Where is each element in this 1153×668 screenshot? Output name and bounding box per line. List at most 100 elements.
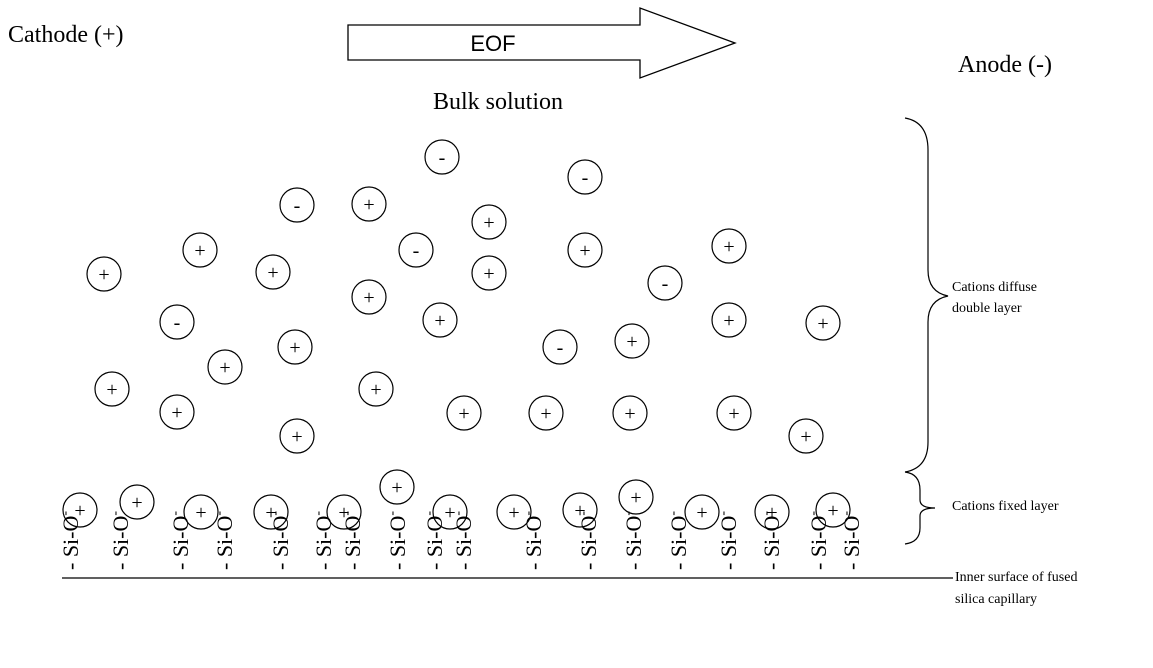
ion-charge: + — [508, 502, 519, 524]
silanol-charge: - — [621, 511, 636, 516]
silanol: - Si-O- — [666, 511, 691, 570]
ion-charge: + — [98, 264, 109, 286]
ion-charge: + — [800, 426, 811, 448]
ion-charge: + — [723, 310, 734, 332]
silanol-text: - Si-O — [621, 516, 646, 570]
silanol-text: - Si-O — [839, 516, 864, 570]
ion-charge: + — [579, 240, 590, 262]
silanol-charge: - — [422, 511, 437, 516]
ion-charge: + — [267, 262, 278, 284]
silanol-charge: - — [340, 511, 355, 516]
silanol-text: - Si-O — [212, 516, 237, 570]
silanol: - Si-O- — [268, 511, 293, 570]
ion-charge: + — [131, 492, 142, 514]
silanol: - Si-O- — [839, 511, 864, 570]
ion-charge: - — [662, 273, 669, 295]
ion-charge: + — [391, 477, 402, 499]
silanol-charge: - — [108, 511, 123, 516]
ion-charge: + — [483, 212, 494, 234]
ion-charge: + — [363, 287, 374, 309]
silanol-charge: - — [58, 511, 73, 516]
silanol-text: - Si-O — [716, 516, 741, 570]
ion-charge: + — [458, 403, 469, 425]
silanol-charge: - — [806, 511, 821, 516]
silanol-text: - Si-O — [311, 516, 336, 570]
silanol-charge: - — [168, 511, 183, 516]
silanol-text: - Si-O — [451, 516, 476, 570]
silanol: - Si-O- — [168, 511, 193, 570]
eof-label: EOF — [470, 31, 515, 56]
silanol-charge: - — [716, 511, 731, 516]
silanol-charge: - — [521, 511, 536, 516]
silanol-charge: - — [385, 511, 400, 516]
silanol-text: - Si-O — [759, 516, 784, 570]
silanol: - Si-O- — [108, 511, 133, 570]
ion-charge: + — [370, 379, 381, 401]
silanol: - Si-O- — [716, 511, 741, 570]
silanol: - Si-O- — [311, 511, 336, 570]
silanol-text: - Si-O — [108, 516, 133, 570]
silanol-charge: - — [212, 511, 227, 516]
ion-charge: - — [413, 240, 420, 262]
silanol-text: - Si-O — [806, 516, 831, 570]
ion-charge: + — [219, 357, 230, 379]
ion-charge: + — [723, 236, 734, 258]
silanol: - Si-O- — [621, 511, 646, 570]
ion-charge: + — [540, 403, 551, 425]
silanol-text: - Si-O — [58, 516, 83, 570]
silanol: - Si-O- — [58, 511, 83, 570]
ion-charge: - — [294, 195, 301, 217]
silanol-charge: - — [666, 511, 681, 516]
cathode-label: Cathode (+) — [8, 22, 124, 48]
ion-charge: + — [817, 313, 828, 335]
ion-charge: - — [557, 337, 564, 359]
silanol-text: - Si-O — [521, 516, 546, 570]
silanol: - Si-O- — [340, 511, 365, 570]
fixed-label: Cations fixed layer — [952, 499, 1059, 514]
silanol: - Si-O- — [806, 511, 831, 570]
silanol-text: - Si-O — [385, 516, 410, 570]
silanol: - Si-O- — [451, 511, 476, 570]
silanol-text: - Si-O — [666, 516, 691, 570]
silanol: - Si-O- — [759, 511, 784, 570]
fixed-brace — [905, 472, 935, 544]
ion-charge: - — [439, 147, 446, 169]
ion-charge: - — [582, 167, 589, 189]
silanol-charge: - — [576, 511, 591, 516]
ion-charge: + — [624, 403, 635, 425]
ion-charge: + — [728, 403, 739, 425]
silanol: - Si-O- — [212, 511, 237, 570]
silanol-charge: - — [268, 511, 283, 516]
bulk-label: Bulk solution — [433, 89, 563, 115]
silanol-text: - Si-O — [340, 516, 365, 570]
ion-charge: + — [171, 402, 182, 424]
diffuse-brace — [905, 118, 948, 472]
ion-charge: + — [195, 502, 206, 524]
diffuse-label: double layer — [952, 301, 1022, 316]
ion-charge: + — [626, 331, 637, 353]
ion-charge: + — [630, 487, 641, 509]
silanol-charge: - — [451, 511, 466, 516]
ion-charge: + — [483, 263, 494, 285]
ion-charge: + — [696, 502, 707, 524]
ion-charge: - — [174, 312, 181, 334]
silanol-charge: - — [839, 511, 854, 516]
silanol-charge: - — [759, 511, 774, 516]
ion-charge: + — [434, 310, 445, 332]
ion-charge: + — [291, 426, 302, 448]
silanol: - Si-O- — [422, 511, 447, 570]
surface-label: silica capillary — [955, 592, 1037, 607]
silanol-text: - Si-O — [268, 516, 293, 570]
silanol: - Si-O- — [576, 511, 601, 570]
ion-charge: + — [194, 240, 205, 262]
surface-label: Inner surface of fused — [955, 570, 1077, 585]
silanol: - Si-O- — [385, 511, 410, 570]
diffuse-label: Cations diffuse — [952, 280, 1037, 295]
ion-charge: + — [106, 379, 117, 401]
silanol-text: - Si-O — [576, 516, 601, 570]
silanol-text: - Si-O — [168, 516, 193, 570]
ion-charge: + — [363, 194, 374, 216]
anode-label: Anode (-) — [958, 52, 1052, 78]
silanol-charge: - — [311, 511, 326, 516]
eof-arrow — [348, 8, 735, 78]
